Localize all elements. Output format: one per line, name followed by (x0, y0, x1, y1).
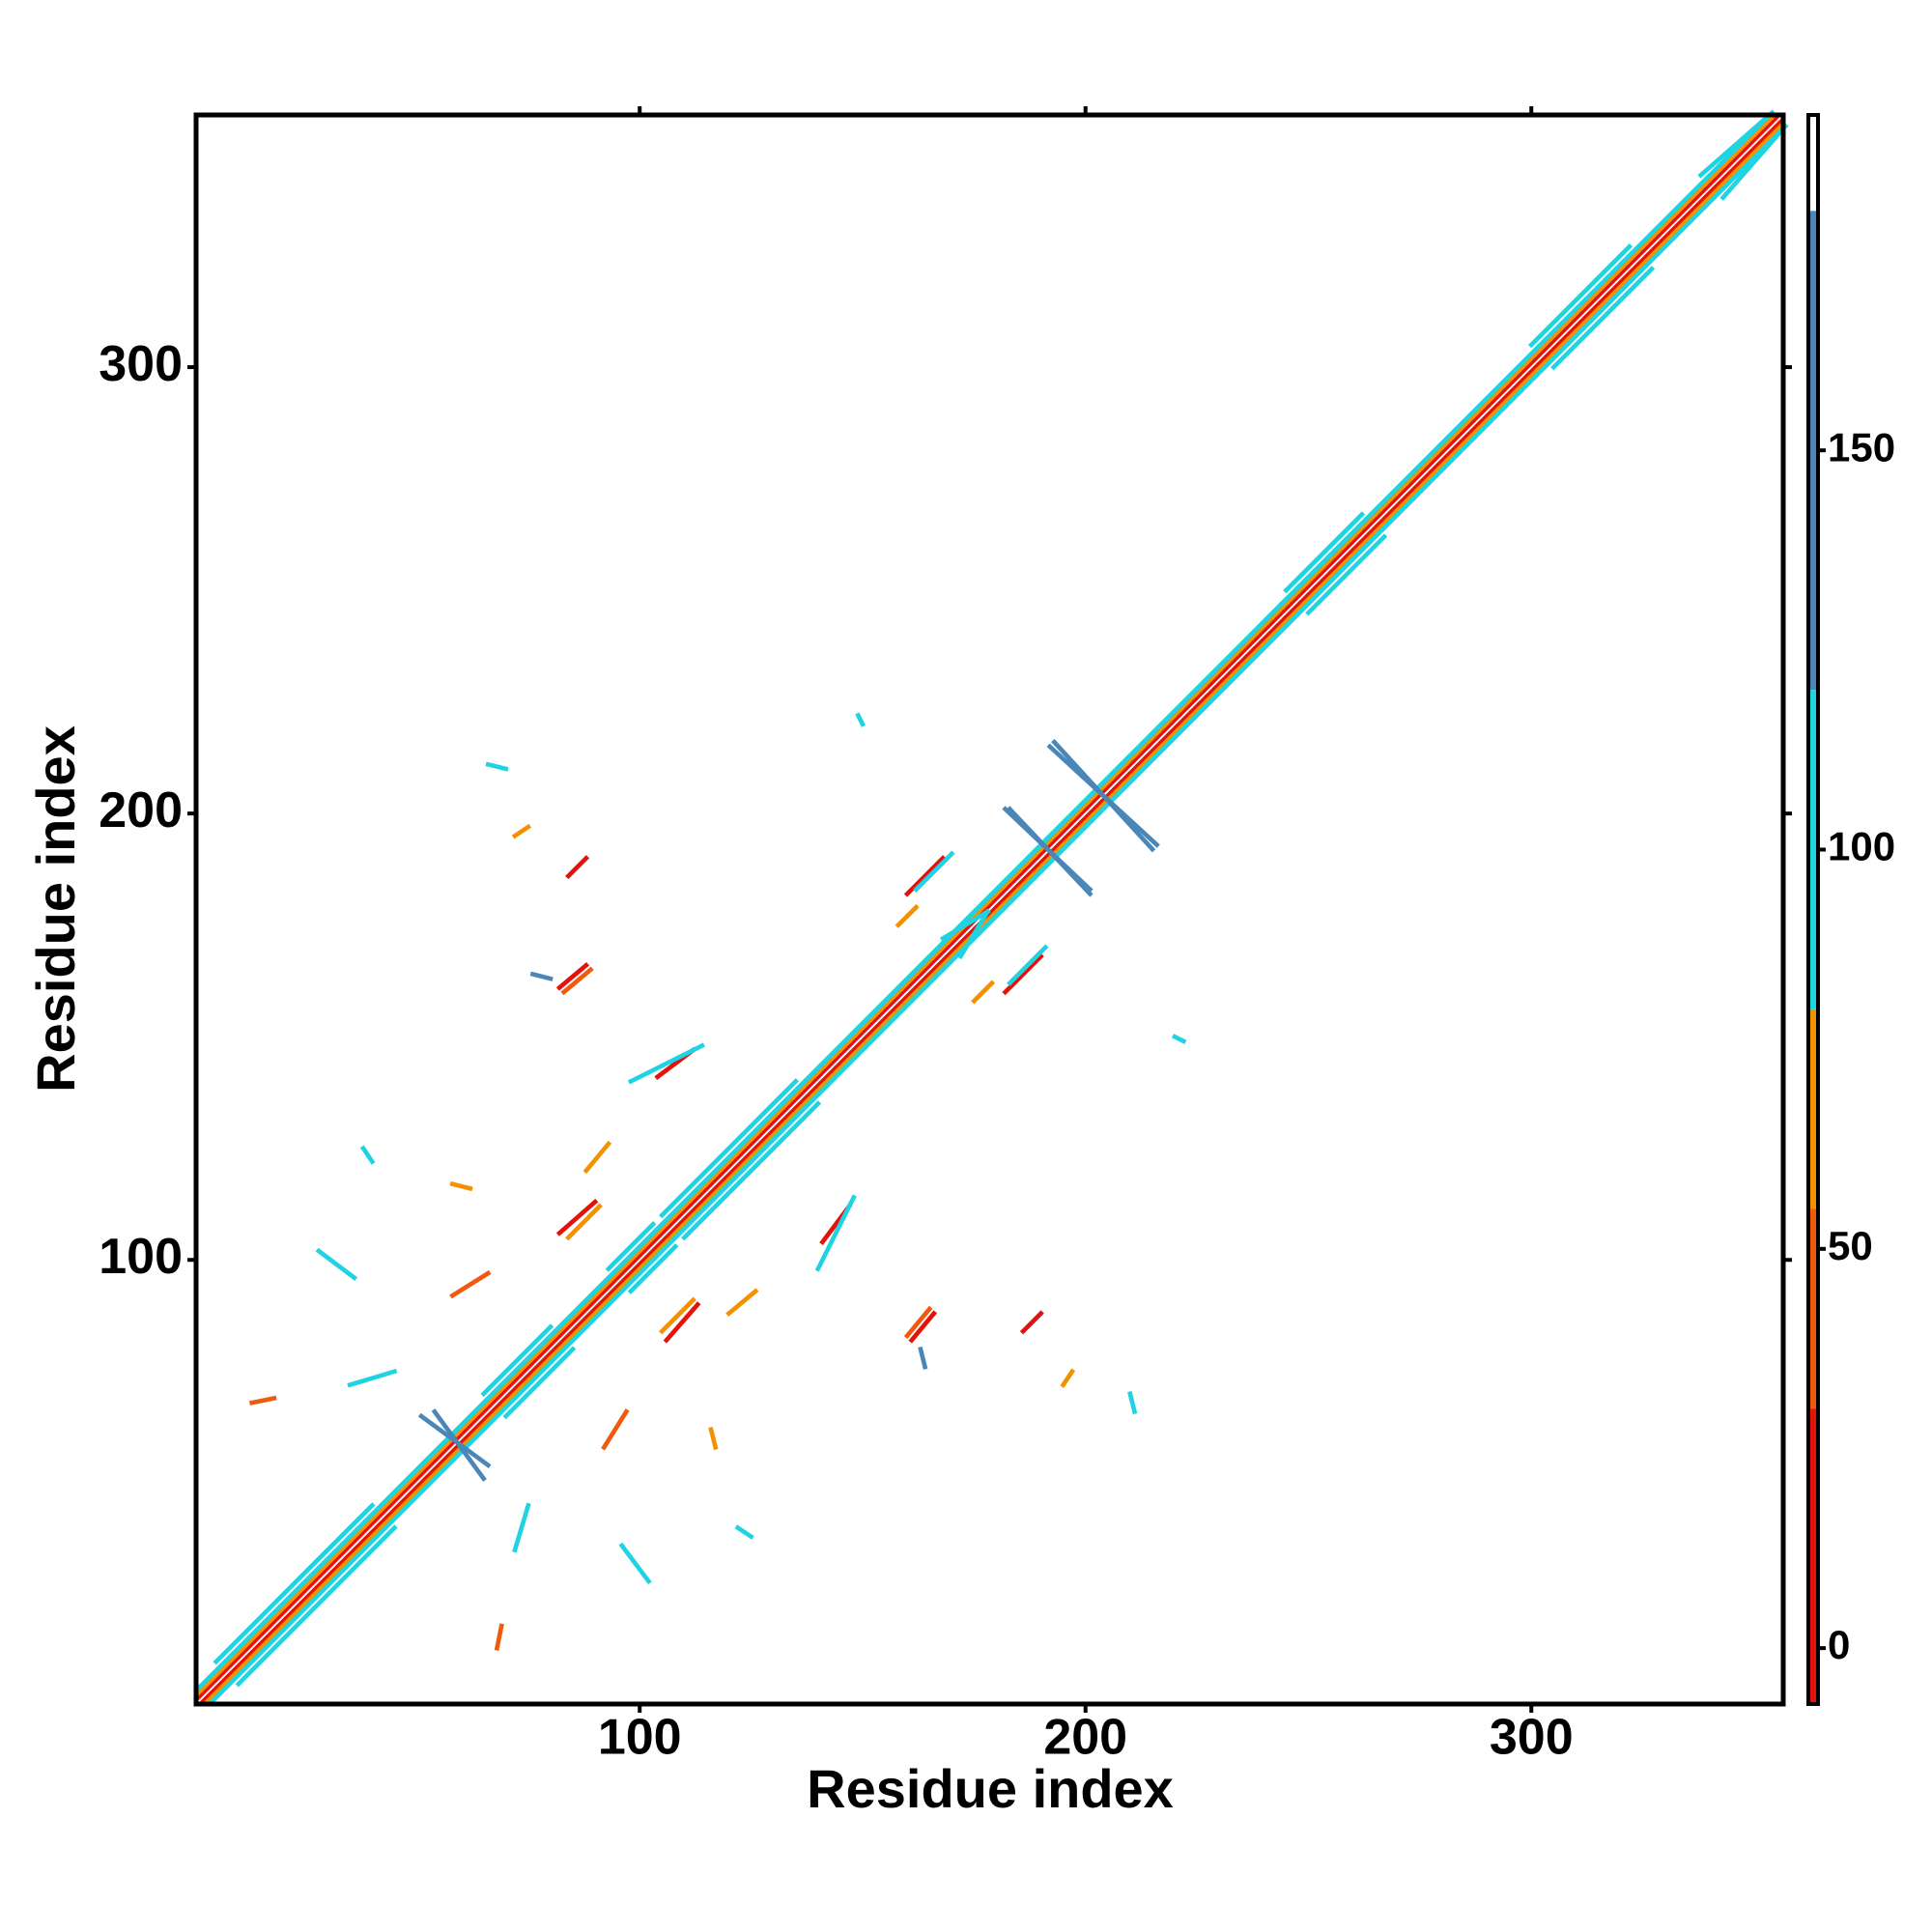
mirror-contact-run (235, 1524, 398, 1688)
mirror-contact-run (1007, 806, 1094, 897)
mirror-contact-run (971, 980, 996, 1005)
contact-run (582, 1140, 612, 1175)
contact-run (195, 114, 1780, 1701)
contact-run (913, 850, 955, 893)
contact-run (359, 1145, 376, 1165)
colorbar-band (1808, 211, 1818, 691)
mirror-contact-run (918, 1346, 928, 1370)
y-tick-label: 300 (99, 336, 183, 392)
mirror-contact-run (494, 1623, 504, 1651)
colorbar-band (1808, 1408, 1818, 1704)
colorbar-tick-label: 50 (1828, 1223, 1873, 1268)
contact-run (605, 1221, 657, 1272)
mirror-contact-run (618, 1542, 652, 1585)
contact-run (213, 1502, 376, 1665)
mirror-contact-run (417, 1412, 492, 1469)
mirror-contact-run (502, 1346, 577, 1420)
colorbar-tick-label: 150 (1828, 424, 1895, 469)
mirror-contact-run (1719, 123, 1789, 201)
colorbar-tick-label: 0 (1828, 1622, 1850, 1667)
x-tick-label: 200 (1043, 1710, 1127, 1766)
mirror-contact-run (601, 1408, 630, 1451)
contact-run (485, 761, 509, 772)
contact-run (895, 903, 920, 928)
contact-run (565, 1203, 603, 1241)
contact-run (1527, 243, 1634, 349)
mirror-contact-run (659, 1296, 696, 1335)
contact-run (555, 1198, 599, 1236)
contact-run (480, 1323, 554, 1398)
x-tick-label: 100 (598, 1710, 682, 1766)
colorbar-band (1808, 690, 1818, 1009)
contact-run (627, 1042, 705, 1085)
contact-run (511, 823, 532, 839)
colorbar-band (1808, 1009, 1818, 1209)
colorbar-band (1808, 115, 1818, 212)
y-axis-title: Residue index (25, 725, 86, 1093)
colorbar-frame (1806, 113, 1820, 1706)
mirror-contact-run (814, 1194, 857, 1272)
contact-run (315, 1247, 358, 1281)
mirror-contact-run (1127, 1391, 1138, 1415)
mirror-contact-run (1007, 944, 1049, 987)
mirror-contact-run (663, 1301, 701, 1344)
contact-run (855, 712, 867, 727)
mirror-contact-run (681, 1100, 822, 1241)
contact-run (659, 1078, 800, 1219)
mirror-contact-run (1171, 1034, 1187, 1044)
y-tick-label: 200 (99, 782, 183, 838)
contact-run (903, 855, 947, 897)
contact-run (560, 966, 594, 996)
contact-run (1697, 109, 1776, 179)
mirror-contact-run (939, 908, 991, 942)
contact-run (1283, 511, 1366, 594)
mirror-contact-run (1060, 1368, 1076, 1388)
contact-run (449, 1269, 492, 1299)
mirror-contact-run (1305, 533, 1388, 616)
mirror-contact-run (1019, 1310, 1044, 1335)
contact-run (529, 971, 554, 981)
colorbar-band (1808, 1208, 1818, 1409)
mirror-contact-run (1046, 743, 1160, 848)
mirror-contact-run (208, 127, 1784, 1705)
contact-run (565, 855, 590, 880)
contact-run (195, 114, 1776, 1696)
mirror-contact-run (708, 1427, 719, 1451)
colorbar-tick-label: 100 (1828, 824, 1895, 869)
contact-run (449, 1180, 473, 1192)
mirror-contact-run (1550, 266, 1656, 371)
mirror-contact-run (627, 1243, 679, 1294)
mirror-contact-run (725, 1288, 759, 1317)
mirror-contact-run (908, 1310, 938, 1344)
mirror-contact-run (204, 123, 1784, 1705)
y-tick-label: 100 (99, 1229, 183, 1285)
plot-frame (193, 112, 1786, 1707)
contact-run (957, 908, 991, 960)
mirror-contact-run (199, 118, 1784, 1705)
contact-run (555, 962, 590, 991)
x-tick-label: 300 (1490, 1710, 1574, 1766)
mirror-contact-run (1002, 952, 1044, 996)
contact-run (195, 114, 1772, 1692)
mirror-contact-run (512, 1502, 531, 1553)
mirror-contact-run (903, 1305, 933, 1340)
contact-run (347, 1368, 398, 1388)
x-axis-title: Residue index (807, 1758, 1174, 1819)
mirror-contact-run (734, 1524, 754, 1540)
contact-run (248, 1395, 277, 1406)
